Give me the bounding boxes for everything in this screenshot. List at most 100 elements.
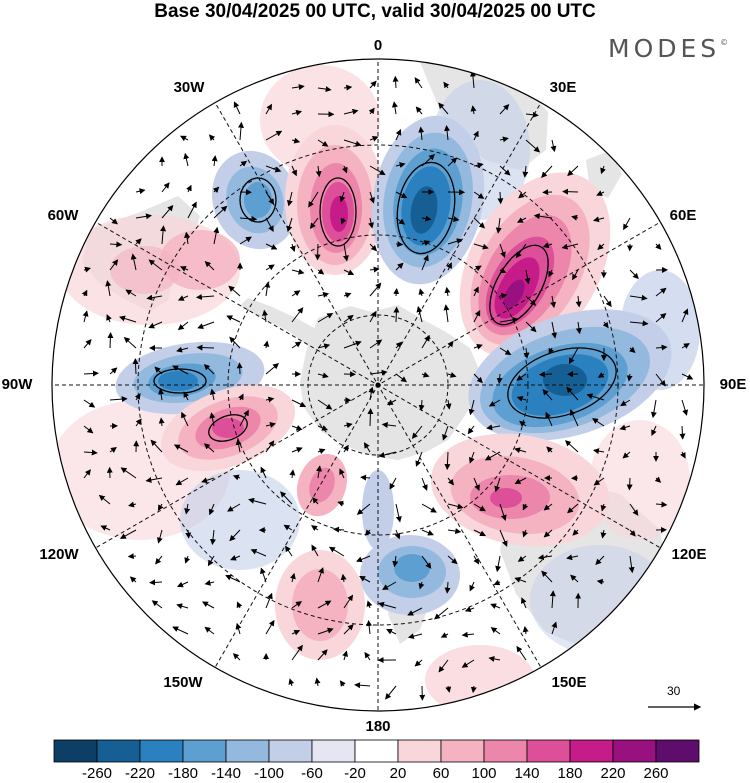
wind-vector	[564, 440, 579, 453]
wind-vector	[128, 501, 137, 508]
wind-vector	[227, 503, 241, 512]
wind-vector	[469, 70, 476, 89]
wind-vector	[486, 424, 501, 431]
colorbar-tick-label: 180	[557, 765, 583, 782]
wind-vector	[107, 332, 114, 349]
wind-vector	[395, 191, 408, 199]
wind-vector	[183, 391, 190, 401]
wind-vector	[343, 243, 349, 262]
wind-vector	[291, 307, 304, 323]
wind-vector	[343, 624, 354, 635]
wind-vector	[109, 447, 117, 453]
anomaly-bg	[530, 545, 670, 655]
wind-vector	[523, 347, 530, 359]
wind-vector	[203, 443, 215, 453]
wind-vector	[317, 600, 332, 609]
wind-vector	[232, 474, 241, 481]
colorbar-tick-label: -100	[253, 765, 285, 782]
wind-vector	[516, 395, 527, 402]
wind-vector	[496, 373, 503, 384]
wind-vector	[542, 389, 553, 401]
wind-vector	[414, 659, 423, 667]
wind-vector	[317, 139, 329, 147]
lon-label-90e: 90E	[719, 376, 747, 393]
wind-vector	[203, 363, 215, 375]
wind-vector	[265, 396, 275, 403]
colorbar-tick-label: 140	[514, 765, 540, 782]
wind-vector	[81, 289, 88, 297]
wind-vector	[145, 476, 163, 483]
wind-vector	[488, 399, 501, 407]
wind-vector	[369, 339, 383, 349]
wind-vector	[127, 553, 137, 560]
wind-vector	[572, 529, 579, 536]
wind-vector	[195, 294, 215, 300]
wind-vector	[415, 106, 423, 115]
wind-vector	[445, 399, 452, 410]
wind-vector	[119, 315, 137, 323]
wind-vector	[566, 386, 579, 401]
wind-vector	[229, 336, 241, 349]
wind-vector	[177, 295, 189, 301]
wind-vector	[681, 373, 694, 380]
colorbar-swatch	[612, 739, 657, 763]
wind-vector	[421, 254, 429, 271]
wind-vector	[418, 126, 425, 141]
wind-vector	[129, 576, 137, 583]
lon-label-150w: 150W	[163, 674, 203, 691]
wind-vector	[83, 339, 92, 349]
wind-vector	[161, 182, 170, 193]
wind-vector	[464, 606, 475, 613]
wind-vector	[369, 310, 377, 323]
wind-vector	[161, 204, 174, 219]
wind-vector	[109, 396, 128, 403]
wind-vector	[105, 280, 112, 297]
wind-vector	[157, 503, 164, 511]
wind-vector	[123, 337, 137, 349]
wind-vector	[213, 205, 228, 219]
anomaly-positive	[292, 569, 348, 641]
wind-vector	[291, 290, 301, 297]
wind-vector	[291, 399, 307, 407]
wind-vector	[291, 165, 297, 177]
wind-vector	[524, 269, 531, 285]
wind-vector	[414, 77, 423, 89]
colorbar-tick-label: 100	[471, 765, 497, 782]
wind-vector	[626, 477, 633, 491]
wind-vector	[315, 165, 322, 178]
wind-vector	[180, 135, 189, 142]
wind-vector	[291, 629, 301, 636]
wind-vector	[343, 340, 362, 349]
wind-vector	[369, 191, 375, 204]
wind-vector	[461, 631, 475, 638]
wind-vector	[367, 408, 374, 427]
wind-vector	[681, 399, 688, 416]
wind-vector	[317, 372, 329, 379]
wind-vector	[265, 363, 279, 375]
wind-vector	[260, 466, 267, 479]
wind-vector	[521, 597, 527, 609]
wind-vector	[286, 217, 293, 233]
wind-vector	[369, 165, 386, 176]
wind-vector	[339, 468, 345, 479]
wind-vector	[132, 358, 139, 375]
wind-vector	[499, 316, 519, 323]
wind-vector	[522, 503, 529, 511]
wind-vector	[317, 343, 331, 350]
wind-vector	[571, 214, 579, 221]
wind-vector	[328, 546, 345, 557]
wind-vector	[343, 139, 362, 147]
wind-vector	[421, 240, 431, 246]
contour	[153, 368, 207, 394]
wind-vector	[291, 341, 302, 349]
wind-vector	[525, 321, 537, 333]
wind-vector	[421, 529, 434, 536]
wind-vector	[444, 286, 451, 297]
wind-vector	[447, 340, 454, 349]
wind-vector	[651, 425, 657, 437]
wind-vector	[176, 581, 189, 588]
wind-vector	[392, 555, 399, 568]
wind-vector	[525, 111, 539, 118]
wind-vector	[354, 682, 371, 689]
